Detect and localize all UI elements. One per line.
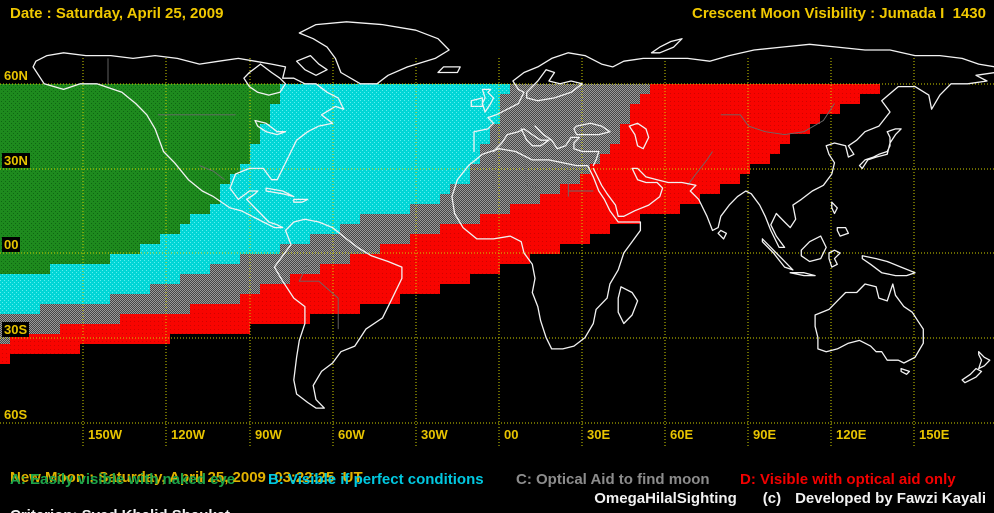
coastline [451,148,642,350]
coastline [470,97,484,108]
coastline [650,38,683,54]
coastline [789,272,816,277]
coastline [592,72,994,249]
country-border [687,151,713,186]
coastline [265,187,295,198]
lon-label-120E: 120E [835,427,868,442]
developer-text: Developed by Fawzi Kayali [795,490,986,507]
lon-label-60W: 60W [337,427,366,442]
lon-label-120W: 120W [170,427,206,442]
coastline [473,52,586,153]
coastline [32,52,345,229]
country-border [298,264,339,330]
coastline [717,229,728,240]
coastline [298,21,450,85]
coastline [584,43,994,68]
world-visibility-map [0,21,994,447]
credit-row: Criterion: Syed Khalid Shaukat OmegaHila… [0,490,994,513]
visibility-header: Crescent Moon Visibility : Jumada I 1430 [692,5,986,22]
coastline [526,69,583,102]
coastline [861,255,916,277]
lat-label-60N: 60N [2,68,30,83]
coastline [243,63,287,96]
coastline [573,122,611,136]
coastline [978,351,991,370]
country-border [199,165,225,181]
coastline [273,218,403,409]
coastline [900,367,911,375]
lon-label-30E: 30E [586,427,612,442]
coastline-layer [32,21,994,409]
lon-label-150E: 150E [918,427,951,442]
coastline [628,122,650,150]
lon-label-90W: 90W [254,427,283,442]
coastline [814,283,924,364]
coastline [828,249,841,268]
lat-label-30S: 30S [2,322,30,337]
zone-A-naked-eye [0,84,290,274]
lon-label-30W: 30W [420,427,449,442]
lat-label-00: 00 [2,237,21,252]
lat-label-30N: 30N [2,153,30,168]
copyright-symbol: (c) [762,490,782,507]
credit-right: OmegaHilalSighting (c) Developed by Fawz… [594,490,986,507]
legend-item-C: C: Optical Aid to find moon [516,471,710,488]
country-border [523,148,538,189]
criterion-text: Criterion: Syed Khalid Shaukat [10,507,230,513]
coastline [858,128,902,170]
coastline [617,286,639,325]
border-layer [107,58,835,330]
coastline [293,198,309,203]
coastline [761,238,794,271]
coastline [295,54,328,76]
lon-label-90E: 90E [752,427,778,442]
legend-item-B: B: Visible if perfect conditions [268,471,484,488]
coastline [437,66,461,74]
new-moon-line: New Moon : Saturday, April 25, 2009 03:2… [0,452,994,503]
date-header: Date : Saturday, April 25, 2009 [10,5,224,22]
legend-item-D: D: Visible with optical aid only [740,471,956,488]
lon-label-60E: 60E [669,427,695,442]
legend-item-A: A: Easily visible with naked eye [10,471,236,488]
country-border [720,103,835,136]
coastline [534,125,600,167]
lon-label-150W: 150W [87,427,123,442]
grid-layer [0,58,994,447]
coastline [831,201,838,215]
coastline [481,88,495,113]
zone-layer [0,84,890,364]
coastline [961,367,983,384]
coastline [836,226,850,237]
brand-text: OmegaHilalSighting [594,490,737,507]
coastline [254,119,287,136]
coastline [492,128,550,153]
coastline [800,235,827,263]
lon-label-00: 00 [503,427,520,442]
new-moon-text: New Moon : Saturday, April 25, 2009 03:2… [10,469,363,486]
lat-label-60S: 60S [2,407,30,422]
